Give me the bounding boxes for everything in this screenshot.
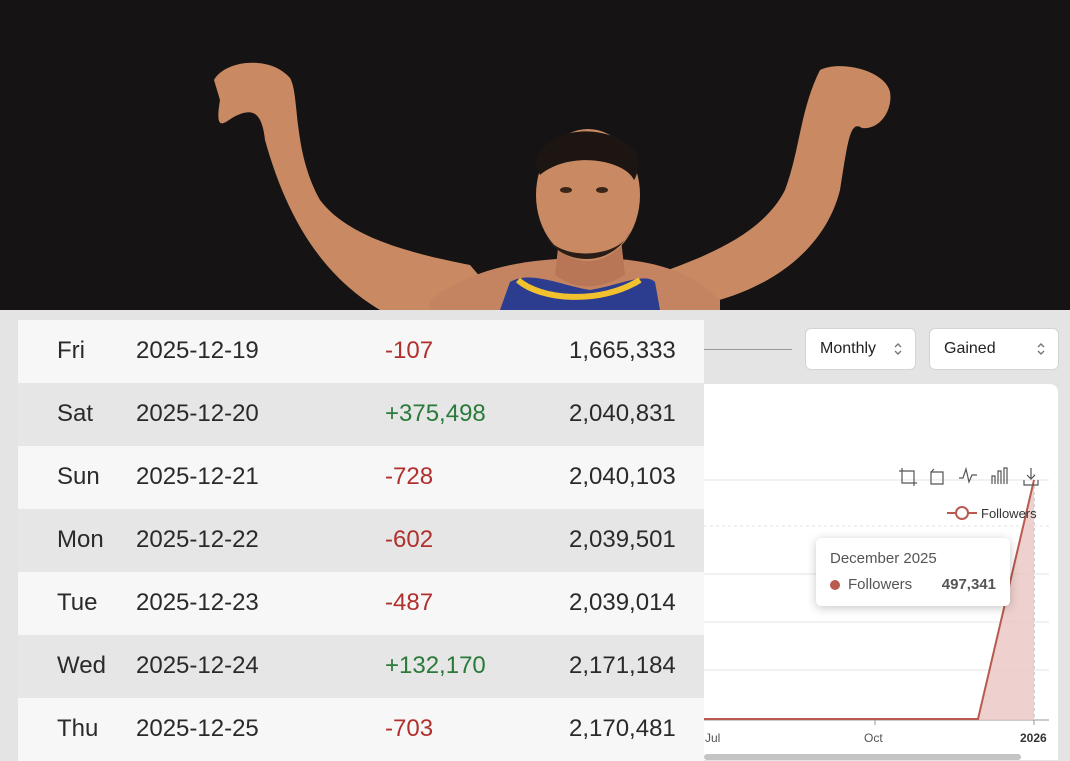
table-row: Mon 2025-12-22 -602 2,039,501 (18, 509, 704, 572)
day-cell: Wed (57, 652, 106, 679)
day-cell: Tue (57, 589, 98, 616)
tooltip-title: December 2025 (830, 550, 937, 567)
divider-line (704, 349, 792, 350)
total-cell: 2,170,481 (569, 715, 676, 742)
day-cell: Fri (57, 337, 85, 364)
change-cell: -487 (385, 589, 434, 616)
total-cell: 2,040,831 (569, 400, 676, 427)
period-select[interactable]: Monthly (805, 328, 916, 370)
series-area (704, 480, 1034, 720)
day-cell: Thu (57, 715, 99, 742)
download-icon (1023, 468, 1039, 486)
bar-chart-icon (991, 467, 1008, 484)
player-photo (0, 0, 1070, 310)
tooltip-series-label: Followers (848, 576, 913, 593)
series-dot (830, 579, 840, 590)
tooltip-value: 497,341 (941, 576, 996, 593)
change-cell: -703 (385, 715, 434, 742)
tooltip-row: Followers 497,341 (830, 576, 996, 593)
day-cell: Sun (57, 463, 100, 490)
legend-label: Followers (981, 505, 1037, 521)
chart-tooltip: December 2025 Followers 497,341 (816, 538, 1010, 606)
daily-followers-table: Fri 2025-12-19 -107 1,665,333 Sat 2025-1… (18, 320, 704, 761)
day-cell: Sat (57, 400, 94, 427)
x-tick-label: 2026 (1020, 731, 1047, 745)
x-tick-label: Oct (864, 731, 883, 745)
total-cell: 2,039,014 (569, 589, 676, 616)
table-row: Sun 2025-12-21 -728 2,040,103 (18, 446, 704, 509)
chart-legend[interactable]: Followers (947, 504, 1037, 522)
updown-chevron-icon (894, 343, 902, 355)
change-cell: -107 (385, 337, 434, 364)
reset-icon (930, 468, 944, 485)
change-cell: -602 (385, 526, 434, 553)
change-cell: +375,498 (385, 400, 486, 427)
date-cell: 2025-12-20 (136, 400, 259, 427)
change-cell: +132,170 (385, 652, 486, 679)
legend-series-marker (947, 506, 977, 520)
date-cell: 2025-12-21 (136, 463, 259, 490)
metric-select[interactable]: Gained (929, 328, 1059, 370)
series-line (704, 479, 1035, 720)
period-select-label: Monthly (820, 340, 877, 357)
table-row: Wed 2025-12-24 +132,170 2,171,184 (18, 635, 704, 698)
metric-select-label: Gained (944, 340, 996, 357)
crop-icon (899, 468, 917, 486)
date-cell: 2025-12-22 (136, 526, 259, 553)
updown-chevron-icon (1037, 343, 1045, 355)
table-row: Fri 2025-12-19 -107 1,665,333 (18, 320, 704, 383)
chart-toolbar (899, 466, 1039, 486)
total-cell: 2,039,501 (569, 526, 676, 553)
table-row: Tue 2025-12-23 -487 2,039,014 (18, 572, 704, 635)
date-cell: 2025-12-24 (136, 652, 259, 679)
date-cell: 2025-12-23 (136, 589, 259, 616)
x-tick-label: Jul (705, 731, 721, 745)
table-row: Thu 2025-12-25 -703 2,170,481 (18, 698, 704, 761)
line-chart-icon (959, 466, 977, 484)
table-row: Sat 2025-12-20 +375,498 2,040,831 (18, 383, 704, 446)
change-cell: -728 (385, 463, 434, 490)
date-cell: 2025-12-25 (136, 715, 259, 742)
total-cell: 1,665,333 (569, 337, 676, 364)
total-cell: 2,040,103 (569, 463, 676, 490)
day-cell: Mon (57, 526, 104, 553)
date-cell: 2025-12-19 (136, 337, 259, 364)
total-cell: 2,171,184 (569, 652, 676, 679)
chart-zoom-scrollbar[interactable] (704, 754, 1021, 760)
